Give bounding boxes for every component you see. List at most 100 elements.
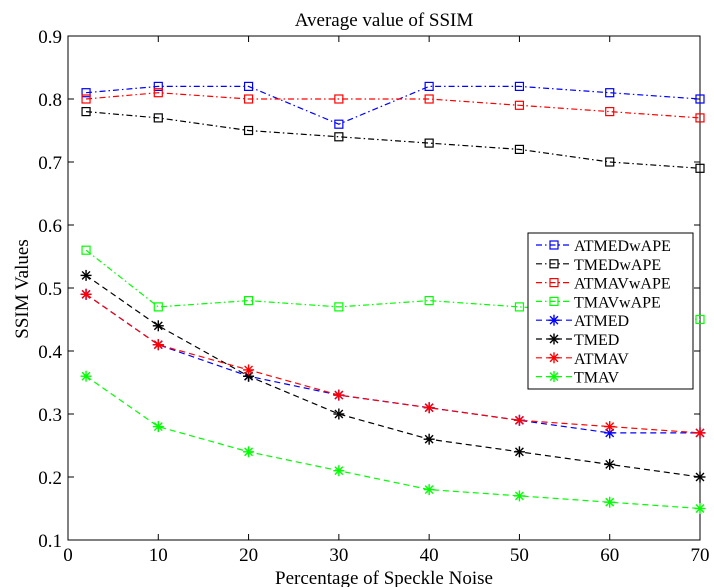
data-point-TMAV-5 (513, 490, 525, 502)
data-point-ATMAVwAPE-3 (334, 94, 344, 104)
data-point-ATMEDwAPE-7 (695, 94, 705, 104)
x-tick-label: 70 (691, 545, 710, 566)
legend-box (527, 232, 694, 390)
y-tick-label: 0.9 (38, 27, 62, 48)
data-point-ATMAV-1 (152, 339, 164, 351)
data-point-TMED-2 (243, 370, 255, 382)
data-point-ATMEDwAPE-1 (153, 81, 163, 92)
data-point-TMAVwAPE-5 (514, 302, 525, 312)
data-point-ATMAV-6 (604, 421, 616, 433)
series-line-ATMAVwAPE (86, 92, 701, 119)
plot-area: 0 10 20 30 40 50 60 70 0.1 0.2 0.3 0.4 0.5 0.6 0.7 0.8 0… (38, 27, 709, 566)
data-point-TMED-0 (80, 269, 92, 281)
x-tick-label: 20 (239, 545, 258, 566)
data-point-ATMAV-7 (694, 427, 706, 439)
data-point-TMEDwAPE-4 (424, 138, 434, 148)
y-axis-label: SSIM Values (12, 239, 33, 338)
data-point-ATMAVwAPE-5 (514, 100, 525, 110)
data-point-ATMAVwAPE-0 (81, 94, 91, 104)
legend-label-TMAV: TMAV (574, 370, 619, 387)
data-point-TMAV-3 (333, 465, 345, 477)
data-point-TMED-3 (333, 408, 345, 420)
y-tick-label: 0.6 (38, 216, 62, 237)
data-point-ATMEDwAPE-3 (334, 119, 344, 129)
data-point-ATMAV-0 (80, 288, 92, 300)
x-tick-label: 30 (329, 545, 348, 566)
data-point-TMEDwAPE-0 (81, 106, 91, 117)
y-tick-label: 0.1 (38, 531, 62, 552)
data-point-TMAV-2 (243, 446, 255, 458)
data-point-ATMAV-5 (513, 414, 525, 426)
data-point-ATMAV-2 (243, 364, 255, 376)
legend-label-TMED: TMED (574, 332, 619, 349)
y-tick-label: 0.2 (38, 468, 62, 489)
data-point-TMED-7 (694, 471, 706, 483)
data-point-TMED-1 (152, 320, 164, 332)
series-line-ATMAV (85, 293, 701, 434)
data-point-TMAVwAPE-4 (424, 296, 434, 306)
y-tick-label: 0.5 (38, 279, 62, 300)
legend-label-ATMAV: ATMAV (574, 351, 629, 368)
legend-marker-ATMAV (548, 352, 560, 364)
legend-marker-ATMEDwAPE (549, 240, 559, 250)
legend-label-ATMED: ATMED (574, 313, 629, 330)
y-tick-label: 0.8 (38, 90, 62, 111)
data-point-ATMAVwAPE-1 (153, 88, 163, 98)
data-point-TMEDwAPE-1 (153, 113, 163, 123)
y-tick-label: 0.4 (38, 342, 62, 363)
data-point-TMAV-7 (694, 503, 706, 514)
data-point-ATMEDwAPE-5 (514, 81, 525, 92)
data-point-ATMAVwAPE-6 (605, 106, 615, 117)
chart-title: Average value of SSIM (295, 10, 474, 31)
x-tick-label: 50 (510, 545, 529, 566)
legend-marker-TMED (548, 333, 560, 345)
data-point-ATMAVwAPE-4 (424, 94, 434, 104)
data-point-ATMEDwAPE-2 (243, 81, 254, 92)
y-tick-label: 0.3 (38, 405, 62, 426)
legend-marker-TMEDwAPE (549, 259, 559, 269)
legend-label-TMEDwAPE: TMEDwAPE (574, 257, 661, 274)
x-tick-label: 0 (63, 545, 73, 566)
series-line-ATMEDwAPE (86, 85, 701, 125)
data-point-TMAVwAPE-1 (153, 302, 163, 312)
legend-marker-ATMAVwAPE (549, 278, 559, 288)
legend-label-TMAVwAPE: TMAVwAPE (574, 294, 661, 311)
data-point-TMEDwAPE-5 (514, 144, 525, 154)
data-point-TMEDwAPE-6 (605, 157, 615, 167)
x-axis-label: Percentage of Speckle Noise (275, 568, 493, 587)
data-point-TMAV-4 (423, 484, 435, 496)
data-point-ATMEDwAPE-4 (424, 81, 434, 92)
data-point-TMAVwAPE-3 (334, 302, 344, 312)
data-point-TMAVwAPE-7 (695, 314, 705, 325)
series-line-TMEDwAPE (86, 111, 701, 169)
data-point-TMED-6 (604, 458, 616, 470)
series-line-TMAV (85, 375, 701, 510)
x-tick-label: 10 (149, 545, 168, 566)
series-line-TMED (85, 274, 701, 478)
legend-marker-TMAV (548, 371, 560, 383)
legend-label-ATMAVwAPE: ATMAVwAPE (574, 276, 671, 293)
legend-marker-TMAVwAPE (549, 296, 559, 306)
data-point-ATMEDwAPE-0 (81, 88, 91, 98)
legend-marker-ATMED (548, 314, 560, 326)
data-point-TMAV-0 (80, 370, 92, 382)
data-point-TMAVwAPE-2 (243, 296, 254, 306)
data-point-ATMAVwAPE-7 (695, 113, 705, 123)
y-tick-label: 0.7 (38, 153, 62, 174)
data-point-TMAVwAPE-0 (81, 245, 91, 255)
data-point-TMAV-6 (604, 496, 616, 508)
legend-label-ATMEDwAPE: ATMEDwAPE (574, 238, 671, 255)
data-point-TMEDwAPE-2 (243, 125, 254, 136)
data-point-TMEDwAPE-3 (334, 132, 344, 142)
x-tick-label: 40 (420, 545, 439, 566)
data-point-ATMAV-4 (423, 402, 435, 414)
x-tick-label: 60 (600, 545, 619, 566)
data-point-ATMAV-3 (333, 389, 345, 401)
data-point-TMED-5 (513, 446, 525, 458)
data-point-TMEDwAPE-7 (695, 163, 705, 173)
data-point-ATMAVwAPE-2 (243, 94, 254, 104)
data-point-ATMED-6 (604, 427, 616, 439)
data-point-TMED-4 (423, 433, 435, 445)
data-point-ATMEDwAPE-6 (605, 88, 615, 98)
data-point-TMAV-1 (152, 421, 164, 433)
